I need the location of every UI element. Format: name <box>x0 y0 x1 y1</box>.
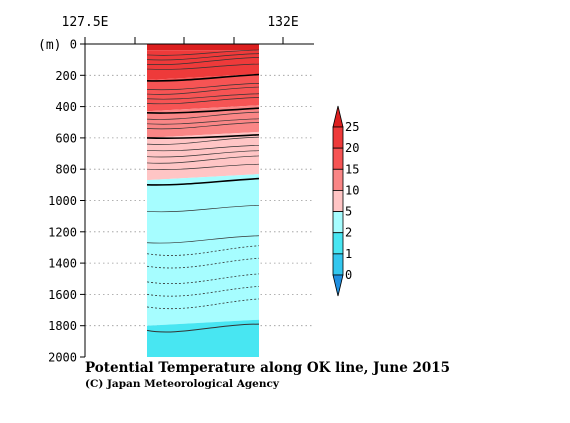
isotherm-dashed <box>147 257 259 269</box>
colorbar-segment <box>332 126 344 149</box>
section-band <box>147 319 259 357</box>
temperature-section <box>147 44 259 357</box>
y-tick-label: 400 <box>55 100 77 114</box>
isotherm-dashed <box>147 298 259 310</box>
isotherm-thin <box>147 155 259 164</box>
isotherm-thin <box>147 63 259 70</box>
y-tick-label: 2000 <box>48 351 77 365</box>
colorbar-segment <box>332 190 344 212</box>
isotherm-thin <box>147 53 259 61</box>
isotherm-thin <box>147 93 259 100</box>
y-tick-label: 200 <box>55 69 77 83</box>
isotherm-thin <box>147 136 259 145</box>
isotherm-thin <box>147 122 259 130</box>
y-tick-label: 1000 <box>48 194 77 208</box>
x-axis-ticks: 127.5E 132E <box>62 15 299 44</box>
isotherm-thin <box>147 145 259 152</box>
y-tick-label: 1200 <box>48 225 77 239</box>
colorbar-segment <box>332 211 344 234</box>
colorbar-segment <box>332 253 344 276</box>
colorbar-label: 15 <box>345 162 359 176</box>
colorbar-segment <box>332 147 344 170</box>
y-tick-label: 600 <box>55 131 77 145</box>
isotherm-dashed <box>147 286 259 297</box>
isotherm-thin <box>147 56 259 66</box>
isotherm-thin <box>147 49 259 56</box>
colorbar-arrow-bottom <box>332 274 344 297</box>
section-band <box>147 131 259 181</box>
x-tick-label: 132E <box>267 15 298 30</box>
x-tick-label: 127.5E <box>62 15 109 30</box>
colorbar-label: 5 <box>345 205 352 219</box>
isotherm-dashed <box>147 273 259 285</box>
isotherm-thin <box>147 163 259 170</box>
isotherm-thin <box>147 118 259 125</box>
section-band <box>147 174 259 326</box>
y-tick-label: 800 <box>55 163 77 177</box>
colorbar-label: 25 <box>345 120 359 134</box>
colorbar-label: 20 <box>345 141 359 155</box>
isotherm-contours <box>147 49 259 333</box>
isotherm-thin <box>147 235 259 244</box>
colorbar-label: 2 <box>345 226 352 240</box>
isotherm-thin <box>147 86 259 95</box>
isotherm-thick <box>147 133 259 139</box>
isotherm-2 <box>147 323 259 333</box>
y-axis-label: (m) <box>38 38 61 53</box>
isotherm-thin <box>147 83 259 91</box>
colorbar-segment <box>332 232 344 255</box>
colorbar-label: 1 <box>345 247 352 261</box>
isotherm-thin <box>147 150 259 158</box>
isotherm-thin <box>147 111 259 120</box>
section-band <box>147 50 259 80</box>
colorbar-label: 0 <box>345 268 352 282</box>
isotherm-thick <box>147 73 259 82</box>
isotherm-thick <box>147 107 259 114</box>
y-axis-ticks: 0 200 400 600 800 1000 1200 1400 1600 1800 2000 <box>48 38 85 365</box>
colorbar-arrow-top <box>332 105 344 128</box>
isotherm-thin <box>147 205 259 213</box>
section-band <box>147 73 259 112</box>
colorbar-segment <box>332 168 344 191</box>
isotherm-dashed <box>147 245 259 256</box>
y-tick-label: 1600 <box>48 288 77 302</box>
section-band <box>147 44 259 51</box>
colorbar-label: 10 <box>345 183 359 197</box>
y-tick-label: 1800 <box>48 319 77 333</box>
y-tick-label: 0 <box>70 38 77 52</box>
isotherm-thick <box>147 177 259 186</box>
chart-credit: (C) Japan Meteorological Agency <box>85 378 280 390</box>
isotherm-thin <box>147 97 259 105</box>
y-tick-label: 1400 <box>48 257 77 271</box>
chart-title: Potential Temperature along OK line, Jun… <box>85 360 450 376</box>
